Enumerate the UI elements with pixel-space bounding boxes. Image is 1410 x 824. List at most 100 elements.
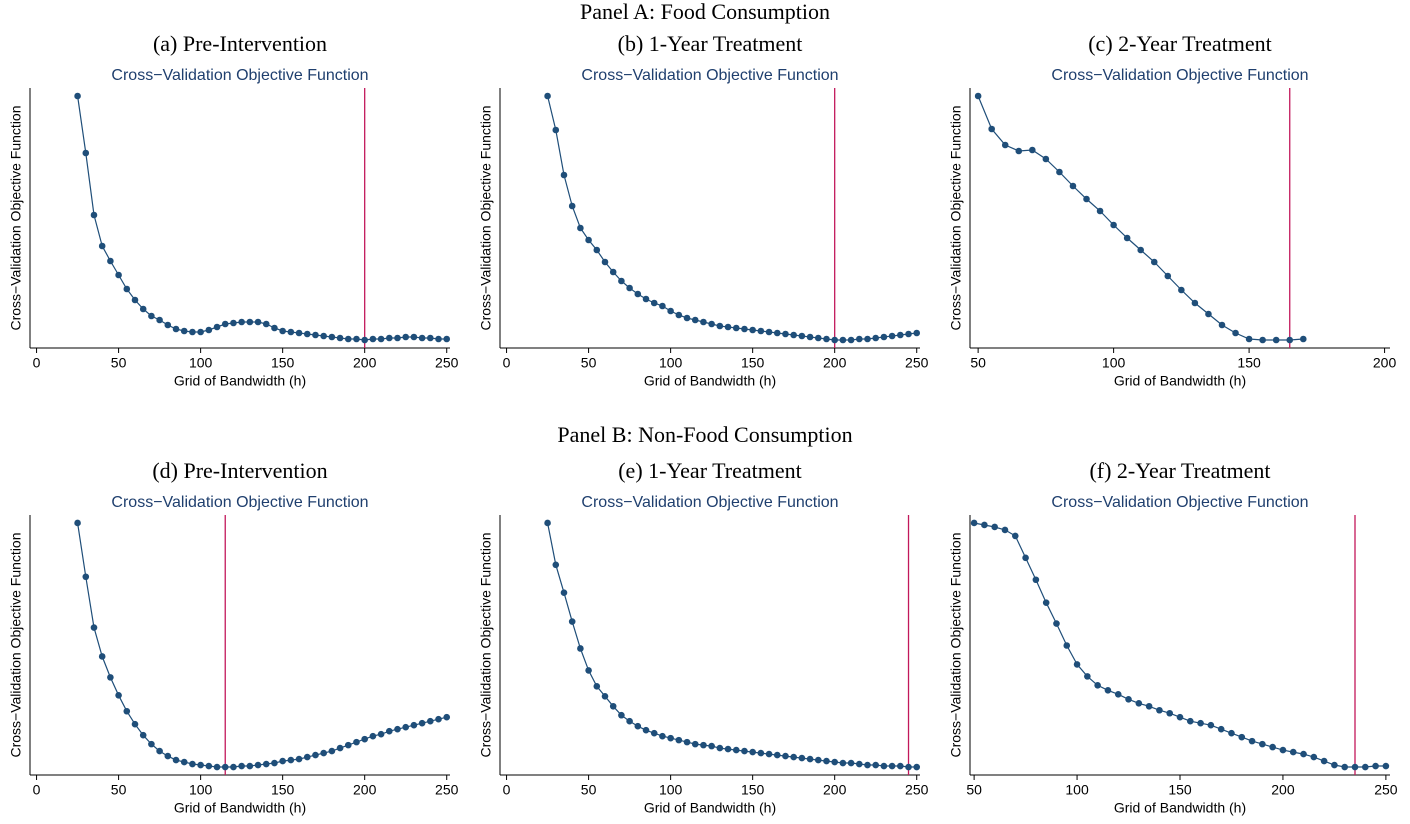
data-point (765, 750, 773, 758)
data-point (74, 519, 81, 527)
data-point (544, 519, 551, 527)
data-line (77, 95, 447, 341)
chart-title: (b) 1-Year Treatment (618, 31, 803, 56)
x-tick-label: 150 (271, 355, 295, 371)
data-point (806, 333, 814, 341)
data-point (107, 257, 114, 265)
x-tick-label: 150 (1168, 782, 1192, 798)
data-point (1164, 272, 1172, 280)
data-point (344, 741, 352, 749)
data-point (385, 334, 393, 342)
x-tick-label: 250 (905, 355, 929, 371)
x-tick-label: 250 (435, 355, 459, 371)
data-point (205, 762, 213, 770)
data-point (303, 753, 311, 761)
x-tick-label: 150 (741, 782, 765, 798)
y-axis-label: Cross−Validation Objective Function (478, 105, 494, 330)
data-point (402, 333, 410, 341)
data-point (303, 330, 311, 338)
data-point (732, 324, 740, 332)
data-point (913, 763, 921, 771)
data-point (1310, 753, 1318, 761)
data-point (369, 732, 377, 740)
data-point (230, 319, 237, 327)
data-point (287, 328, 295, 336)
data-point (139, 305, 147, 313)
data-point (1218, 321, 1226, 329)
data-point (847, 759, 855, 767)
x-tick-label: 200 (353, 355, 377, 371)
x-tick-label: 150 (1237, 355, 1261, 371)
data-point (790, 753, 797, 761)
data-point (1022, 554, 1029, 562)
data-point (1001, 141, 1009, 149)
data-point (798, 754, 806, 762)
data-point (1073, 661, 1081, 668)
data-point (82, 573, 90, 581)
data-point (1094, 682, 1101, 689)
data-point (1382, 762, 1390, 770)
data-point (180, 327, 188, 335)
data-point (888, 762, 896, 770)
data-point (271, 759, 278, 767)
data-point (107, 674, 114, 681)
data-point (650, 299, 658, 307)
data-point (254, 318, 262, 326)
data-point (667, 307, 674, 315)
data-point (981, 521, 988, 529)
data-point (320, 749, 327, 757)
data-point (115, 271, 122, 279)
data-point (1083, 195, 1090, 203)
data-point (1186, 717, 1194, 725)
data-point (443, 713, 451, 721)
data-point (90, 624, 98, 631)
data-point (1372, 762, 1379, 770)
data-point (757, 327, 765, 335)
data-point (180, 758, 188, 766)
data-point (642, 295, 650, 303)
data-point (691, 316, 699, 324)
chart-title: (d) Pre-Intervention (152, 458, 327, 483)
data-point (577, 645, 584, 652)
data-point (197, 328, 204, 336)
panel-title: Panel A: Food Consumption (580, 0, 830, 24)
data-point (246, 762, 254, 770)
x-tick-label: 150 (741, 355, 765, 371)
data-point (831, 336, 838, 344)
data-point (1145, 702, 1153, 710)
data-point (708, 320, 715, 328)
data-point (1063, 642, 1071, 649)
data-point (1289, 748, 1297, 756)
data-line (977, 95, 1304, 341)
data-point (1351, 763, 1359, 771)
data-point (700, 741, 707, 749)
data-point (90, 211, 98, 219)
data-point (427, 717, 434, 725)
data-point (609, 268, 617, 276)
data-point (262, 760, 270, 768)
data-point (410, 721, 418, 729)
data-point (1001, 526, 1009, 534)
y-axis-label: Cross−Validation Objective Function (948, 532, 964, 757)
data-point (585, 667, 592, 674)
x-axis-label: Grid of Bandwidth (h) (174, 800, 306, 816)
data-point (156, 316, 163, 324)
data-point (593, 246, 601, 254)
data-point (634, 722, 642, 730)
data-point (773, 751, 781, 759)
x-tick-label: 0 (503, 782, 511, 798)
data-point (782, 330, 789, 338)
data-point (732, 746, 740, 754)
data-point (1331, 761, 1338, 769)
data-point (880, 762, 888, 770)
data-point (1156, 706, 1163, 714)
data-point (913, 329, 921, 337)
x-tick-label: 100 (659, 782, 683, 798)
chart-title: (a) Pre-Intervention (153, 31, 327, 56)
data-point (336, 334, 344, 342)
data-point (435, 335, 442, 343)
data-point (1137, 246, 1145, 254)
data-point (123, 285, 131, 293)
data-point (897, 331, 904, 339)
